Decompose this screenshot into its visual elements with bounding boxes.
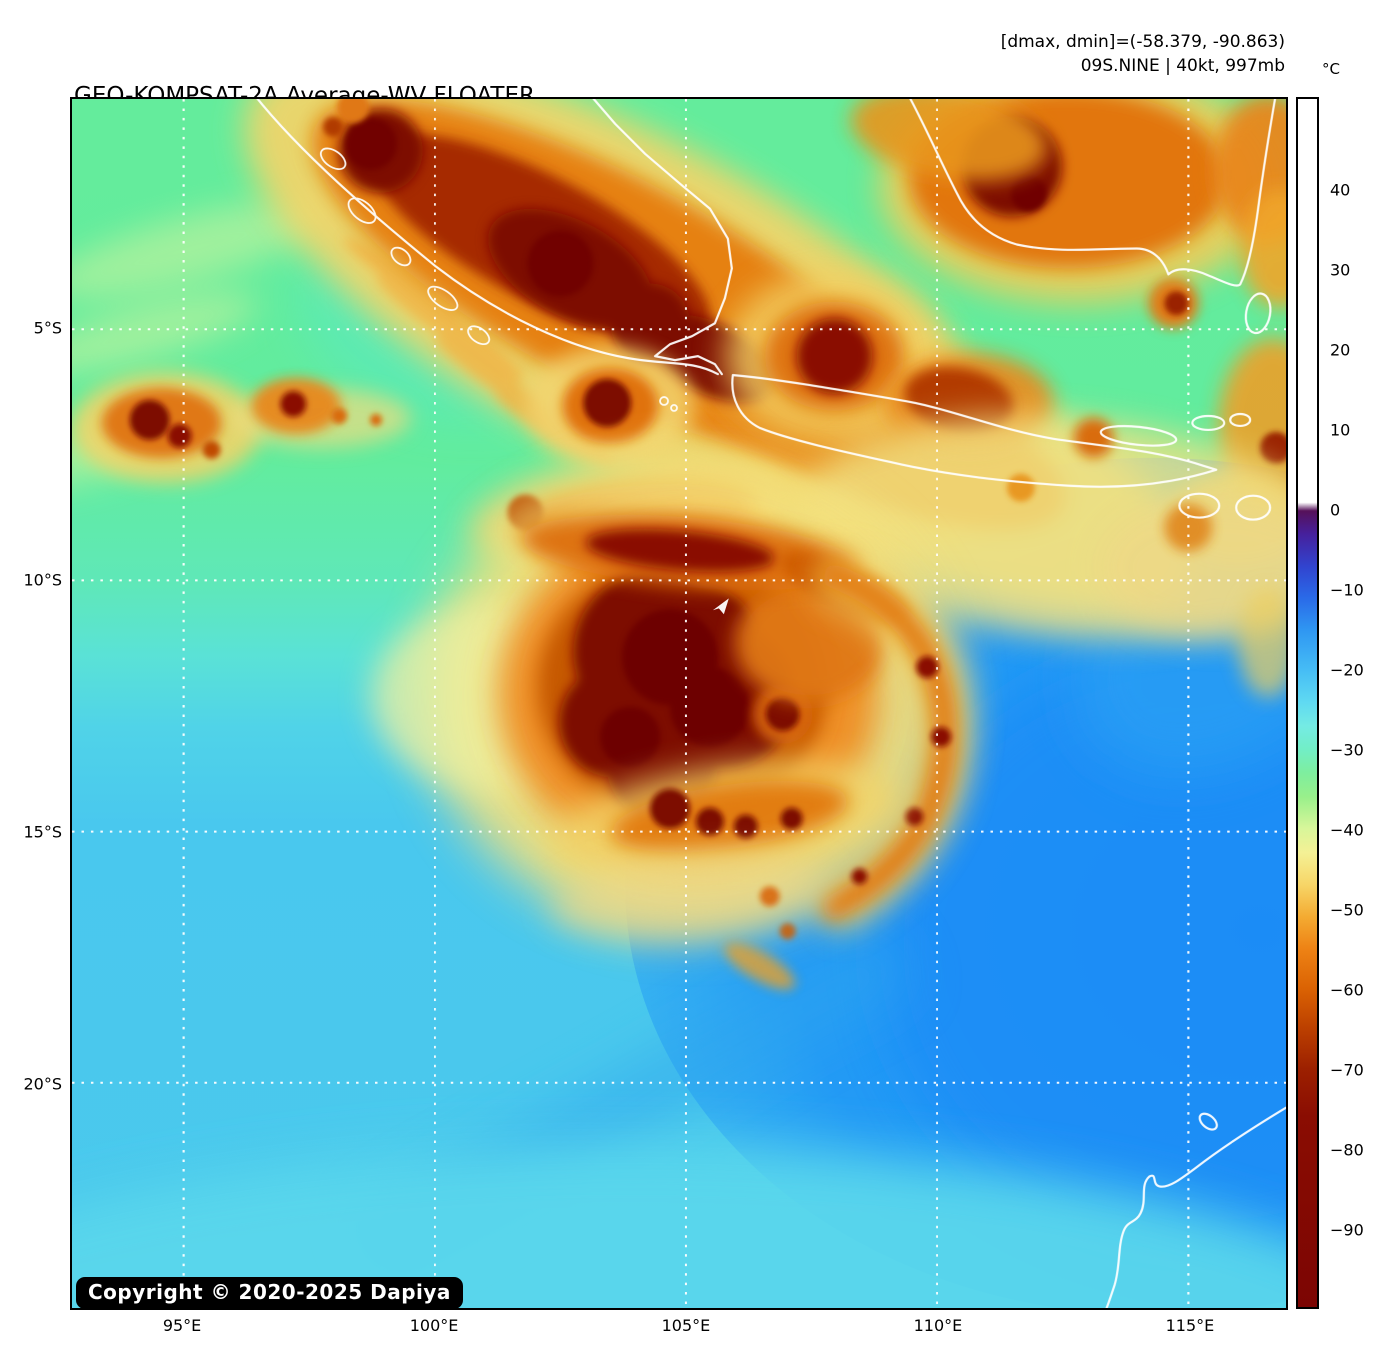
colorbar-tick-label: −30: [1330, 740, 1364, 760]
satellite-map: Copyright © 2020-2025 Dapiya: [70, 97, 1288, 1310]
lon-tick-label: 105°E: [661, 1316, 711, 1335]
storm-center-marker: [712, 598, 729, 615]
colorbar-tick-label: −10: [1330, 580, 1364, 600]
bali-island: [1178, 492, 1221, 519]
sumatra-west-coast: [256, 99, 719, 376]
storm-annotation-block: [dmax, dmin]=(-58.379, -90.863) 09S.NINE…: [1001, 30, 1285, 78]
colorbar-tick-label: 40: [1330, 180, 1351, 200]
barrow-island: [1198, 1112, 1218, 1131]
lon-tick-label: 100°E: [409, 1316, 459, 1335]
colorbar-tick-label: −90: [1330, 1220, 1364, 1240]
colorbar-unit-label: °C: [1322, 60, 1340, 78]
colorbar-tick-label: 10: [1330, 420, 1351, 440]
colorbar-tick-label: 30: [1330, 260, 1351, 280]
colorbar-tick-label: 0: [1330, 500, 1341, 520]
dry-air-region: [72, 457, 1286, 1308]
coastlines: [256, 99, 1286, 1308]
lat-tick-label: 10°S: [23, 570, 62, 590]
madura-island: [1099, 425, 1178, 447]
australia-coastline: [1105, 1106, 1286, 1308]
lon-tick-label: 110°E: [913, 1316, 963, 1335]
kangean-islands: [1191, 414, 1226, 432]
lombok-island: [1235, 494, 1272, 521]
lat-lon-gridlines: [72, 99, 1286, 1308]
colorbar-tick-label: −50: [1330, 900, 1364, 920]
copyright-badge: Copyright © 2020-2025 Dapiya: [76, 1277, 463, 1309]
pulau-laut-island: [1244, 292, 1272, 335]
borneo-coastline: [909, 99, 1277, 287]
colorbar-tick-label: −40: [1330, 820, 1364, 840]
storm-info-annotation: 09S.NINE | 40kt, 997mb: [1080, 56, 1285, 76]
dmax-dmin-annotation: [dmax, dmin]=(-58.379, -90.863): [1000, 32, 1285, 52]
sumatra-east-coast: [592, 99, 733, 376]
java-coastline: [731, 373, 1218, 488]
colorbar-tick-label: 20: [1330, 340, 1351, 360]
sumatra-offshore-islands: [319, 147, 678, 412]
colorbar-tick-label: −70: [1330, 1060, 1364, 1080]
colorbar: [1296, 97, 1319, 1309]
lon-tick-label: 115°E: [1165, 1316, 1215, 1335]
cyclone-spiral-arm: [819, 561, 957, 923]
colorbar-tick-label: −60: [1330, 980, 1364, 1000]
lat-tick-label: 15°S: [23, 822, 62, 842]
lon-tick-label: 95°E: [162, 1316, 202, 1335]
west-scattered-cells: [72, 346, 695, 483]
colorbar-tick-label: −80: [1330, 1140, 1364, 1160]
borneo-convection: [850, 99, 1286, 329]
satellite-imagery: [72, 99, 1286, 1308]
colorbar-tick-label: −20: [1330, 660, 1364, 680]
lat-tick-label: 20°S: [23, 1074, 62, 1094]
lat-tick-label: 5°S: [33, 318, 62, 338]
